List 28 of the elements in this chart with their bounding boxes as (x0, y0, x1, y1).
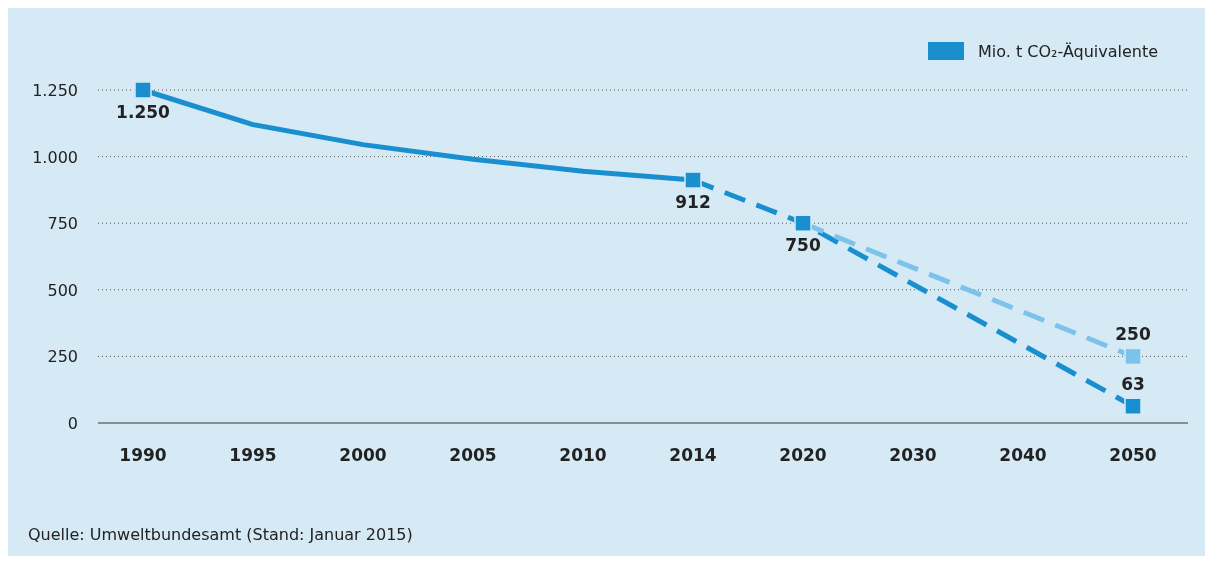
data-label: 912 (675, 192, 711, 213)
y-tick-label: 1.250 (32, 81, 78, 100)
data-label: 63 (1121, 374, 1145, 395)
data-label: 1.250 (116, 102, 171, 122)
x-tick-label: 2040 (999, 445, 1047, 465)
x-tick-label: 2020 (779, 445, 827, 465)
point (1124, 347, 1142, 366)
x-tick-label: 2000 (339, 445, 387, 465)
point (794, 214, 812, 232)
x-tick-label: 1995 (229, 445, 277, 465)
x-tick-label: 2030 (889, 445, 937, 465)
y-tick-label: 500 (47, 280, 78, 300)
x-tick-label: 1990 (119, 445, 167, 465)
x-tick-label: 2050 (1109, 445, 1157, 465)
y-tick-label: 750 (47, 214, 78, 234)
y-tick-label: 0 (67, 414, 78, 433)
x-tick-label: 2005 (449, 445, 497, 465)
point (134, 81, 152, 99)
y-tick-label: 250 (47, 347, 78, 367)
data-label: 750 (785, 235, 821, 256)
point (684, 171, 702, 189)
legend-label: Mio. t CO₂-Äquivalente (978, 42, 1159, 61)
point (1124, 397, 1142, 415)
source-note: Quelle: Umweltbundesamt (Stand: Januar 2015) (28, 525, 413, 544)
x-tick-label: 2010 (559, 445, 607, 465)
data-label: 250 (1115, 324, 1151, 345)
x-tick-label: 2014 (669, 445, 717, 465)
y-tick-label: 1.000 (32, 147, 78, 167)
